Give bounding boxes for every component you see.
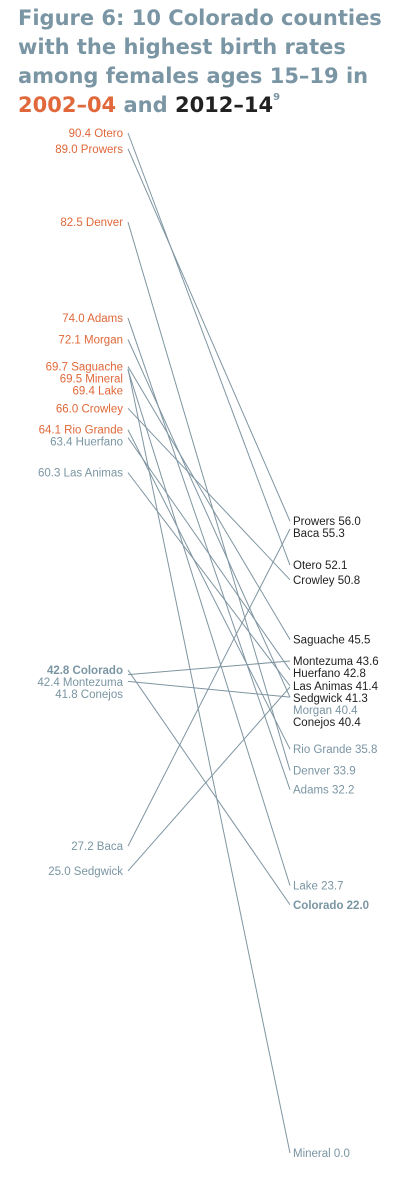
left-label-las-animas: 60.3 Las Animas xyxy=(38,468,123,480)
left-label-mineral: 69.5 Mineral xyxy=(60,374,123,386)
slope-line-conejos xyxy=(127,680,291,698)
chart-title: Figure 6: 10 Colorado counties with the … xyxy=(18,4,408,120)
slope-line-rio-grande xyxy=(127,429,291,750)
slope-line-morgan xyxy=(127,339,291,698)
left-label-montezuma: 42.4 Montezuma xyxy=(37,677,123,689)
right-label-colorado: Colorado 22.0 xyxy=(293,900,369,912)
slope-line-huerfano xyxy=(127,437,291,671)
title-period1: 2002–04 xyxy=(18,93,117,117)
left-label-otero: 90.4 Otero xyxy=(69,128,123,140)
right-label-otero: Otero 52.1 xyxy=(293,560,347,572)
title-footnote: 9 xyxy=(273,92,281,103)
right-label-conejos: Conejos 40.4 xyxy=(293,717,361,729)
slope-line-denver xyxy=(127,221,291,771)
left-label-saguache: 69.7 Saguache xyxy=(46,362,123,374)
right-label-denver: Denver 33.9 xyxy=(293,766,356,778)
slope-line-lake xyxy=(127,369,291,886)
slope-line-montezuma xyxy=(127,660,291,676)
slope-line-mineral xyxy=(127,368,291,1154)
left-label-colorado: 42.8 Colorado xyxy=(47,665,123,677)
slope-line-saguache xyxy=(127,366,291,640)
right-label-adams: Adams 32.2 xyxy=(293,785,354,797)
title-prefix: Figure 6: 10 Colorado counties with the … xyxy=(18,6,382,88)
right-label-mineral: Mineral 0.0 xyxy=(293,1148,350,1160)
slope-line-colorado xyxy=(127,669,291,906)
title-connector: and xyxy=(116,93,175,117)
left-label-crowley: 66.0 Crowley xyxy=(56,403,123,415)
left-label-adams: 74.0 Adams xyxy=(62,313,123,325)
left-label-conejos: 41.8 Conejos xyxy=(55,689,123,701)
right-label-sedgwick: Sedgwick 41.3 xyxy=(293,693,368,705)
slope-line-otero xyxy=(127,132,291,566)
slope-line-baca xyxy=(127,528,291,847)
title-period2: 2012–14 xyxy=(174,93,274,117)
left-label-rio-grande: 64.1 Rio Grande xyxy=(39,425,123,437)
right-label-las-animas: Las Animas 41.4 xyxy=(293,681,379,693)
left-label-prowers: 89.0 Prowers xyxy=(55,144,123,156)
left-label-baca: 27.2 Baca xyxy=(71,841,123,853)
right-label-saguache: Saguache 45.5 xyxy=(293,635,370,647)
left-label-lake: 69.4 Lake xyxy=(72,386,123,398)
right-label-lake: Lake 23.7 xyxy=(293,881,344,893)
right-label-crowley: Crowley 50.8 xyxy=(293,575,360,587)
left-label-sedgwick: 25.0 Sedgwick xyxy=(48,866,123,878)
slope-line-crowley xyxy=(127,407,291,581)
slope-line-prowers xyxy=(127,148,291,522)
right-label-baca: Baca 55.3 xyxy=(293,528,345,540)
right-label-prowers: Prowers 56.0 xyxy=(293,516,361,528)
left-label-denver: 82.5 Denver xyxy=(60,217,123,229)
right-label-rio-grande: Rio Grande 35.8 xyxy=(293,744,377,756)
right-label-montezuma: Montezuma 43.6 xyxy=(293,656,379,668)
left-label-huerfano: 63.4 Huerfano xyxy=(50,437,123,449)
slope-line-las-animas xyxy=(127,472,291,687)
right-label-huerfano: Huerfano 42.8 xyxy=(293,668,366,680)
right-label-morgan: Morgan 40.4 xyxy=(293,705,358,717)
slope-line-sedgwick xyxy=(127,686,291,872)
left-label-morgan: 72.1 Morgan xyxy=(58,334,123,346)
